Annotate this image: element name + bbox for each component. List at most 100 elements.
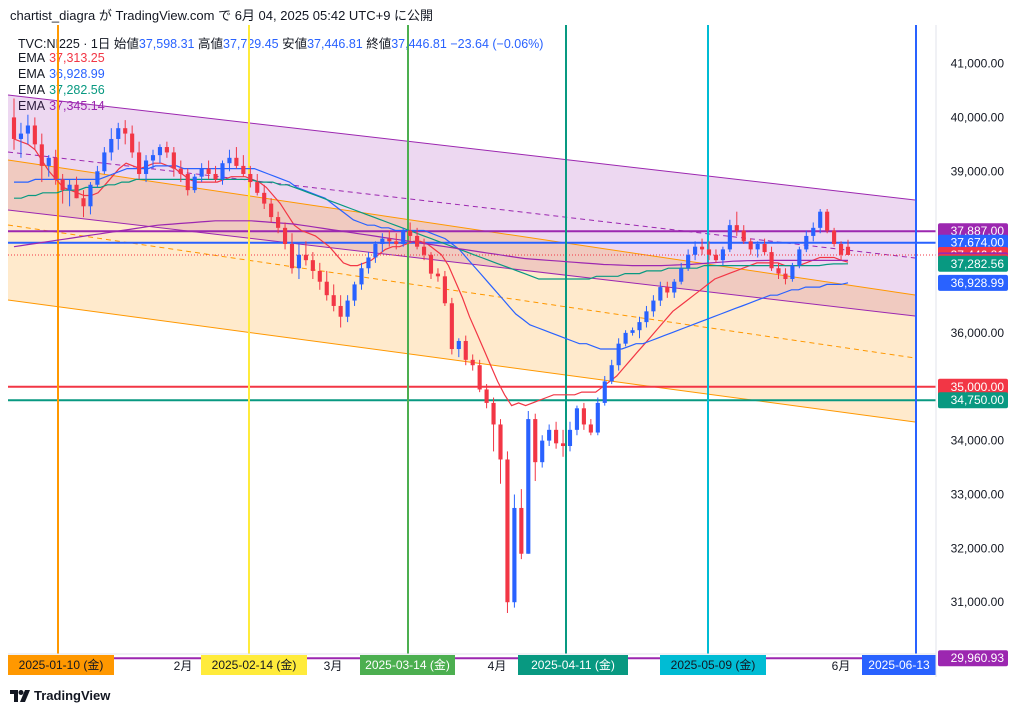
candle [519, 489, 524, 560]
ema-line [14, 178, 849, 280]
price-tag-bg [938, 378, 1008, 395]
candle [797, 246, 802, 269]
candle-body [574, 408, 580, 430]
publish-header: chartist_diagra が TradingView.com で 6月 0… [10, 8, 434, 23]
low-label: 安値 [282, 37, 308, 51]
candle-body [380, 238, 385, 245]
candle-body [706, 249, 712, 255]
candle [720, 246, 725, 266]
candle [32, 117, 37, 150]
candle-body [699, 246, 705, 250]
candle-body [296, 254, 302, 269]
candle-body [32, 125, 37, 145]
tradingview-logo[interactable]: TradingView [10, 688, 110, 703]
candle-body [693, 246, 698, 255]
candle-body [185, 173, 190, 191]
candle-body [755, 244, 760, 250]
date-tag-bg [201, 655, 307, 675]
candle-body [241, 165, 246, 174]
ema-legend-row[interactable]: EMA 37,282.56 [18, 83, 105, 97]
candle [755, 241, 760, 258]
ema-value: 37,282.56 [49, 83, 105, 97]
candle [693, 241, 698, 261]
candle [574, 405, 580, 436]
candle [734, 211, 739, 236]
price-tag: 37,674.00 [938, 234, 1008, 251]
candle-body [825, 211, 830, 231]
price-tag: 35,000.00 [938, 378, 1008, 395]
candle-body [442, 276, 447, 304]
candle [713, 249, 719, 263]
candle [53, 149, 58, 185]
candle-body [804, 235, 809, 250]
candle-body [665, 287, 670, 293]
candle [192, 173, 197, 193]
candle [289, 233, 295, 274]
candle-body [658, 287, 663, 301]
candle-body [352, 284, 357, 301]
candle-body [741, 230, 746, 242]
y-axis-tick: 31,000.00 [951, 595, 1005, 609]
candle [331, 284, 336, 312]
candle-body [623, 332, 628, 344]
candle [262, 184, 267, 209]
date-tag-bg [360, 655, 455, 675]
tradingview-brand: TradingView [34, 688, 111, 703]
candle-body [11, 117, 17, 139]
candle-body [387, 238, 392, 242]
candle-body [25, 125, 30, 134]
candle [428, 252, 434, 280]
candle [679, 262, 684, 285]
symbol-name[interactable]: TVC:NI225 · 1日 [18, 37, 111, 51]
date-tag-label: 2025-01-10 (金) [19, 657, 104, 672]
candle-body [838, 244, 844, 255]
candle-body [255, 182, 260, 193]
candle-body [581, 408, 586, 425]
candle-body [644, 311, 649, 323]
candle [46, 155, 51, 177]
candle-body [505, 459, 510, 603]
candle [727, 219, 732, 253]
ema-legend-row[interactable]: EMA 37,313.25 [18, 51, 105, 65]
candle-body [449, 303, 454, 350]
y-axis-tick: 40,000.00 [951, 110, 1005, 124]
candle-body [150, 155, 156, 161]
candle-body [164, 147, 169, 153]
candle [658, 281, 663, 306]
candle-body [227, 157, 232, 164]
candle [526, 410, 531, 554]
price-tag-bg [938, 255, 1008, 272]
candle [143, 155, 149, 183]
price-tag-label: 37,674.00 [951, 236, 1005, 250]
candle [845, 239, 851, 255]
candle [630, 327, 635, 336]
candle [609, 359, 614, 385]
candle-body [435, 273, 441, 277]
candle-body [470, 359, 475, 366]
candle [401, 227, 406, 247]
price-tag-label: 37,282.56 [951, 257, 1005, 271]
candle [157, 144, 163, 164]
candle [394, 233, 399, 250]
ema-legend-row[interactable]: EMA 36,928.99 [18, 67, 105, 81]
y-axis-tick: 34,000.00 [951, 434, 1005, 448]
date-tag-label: 2025-06-13 [868, 658, 930, 672]
y-axis-tick: 33,000.00 [951, 487, 1005, 501]
candle-body [234, 157, 239, 166]
ema-legend-row[interactable]: EMA 37,345.14 [18, 99, 105, 113]
candle [560, 429, 566, 457]
candle-body [88, 184, 93, 207]
candle-body [394, 241, 399, 245]
candle [540, 435, 545, 468]
ema-label: EMA [18, 99, 46, 113]
open-label: 始値 [113, 37, 139, 51]
ema-label: EMA [18, 51, 46, 65]
candle-body [157, 147, 163, 156]
candle-body [39, 144, 44, 166]
candle-body [206, 168, 211, 174]
date-tag-label: 2025-03-14 (金) [365, 657, 450, 672]
candle [324, 270, 329, 301]
candle-body [762, 244, 767, 253]
candle-body [137, 152, 142, 174]
